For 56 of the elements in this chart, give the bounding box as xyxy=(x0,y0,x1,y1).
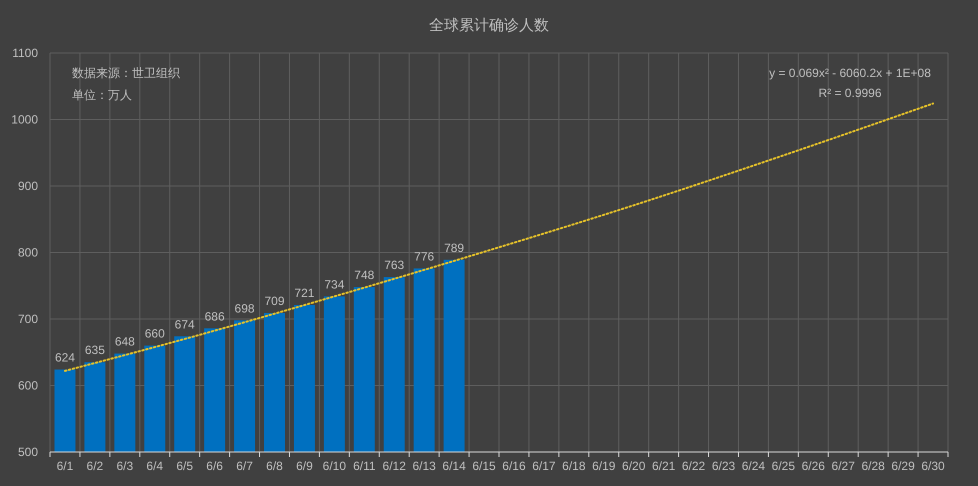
x-tick-label: 6/16 xyxy=(502,459,526,473)
x-tick-label: 6/22 xyxy=(682,459,706,473)
data-label: 698 xyxy=(234,301,255,316)
x-tick-label: 6/26 xyxy=(802,459,826,473)
x-tick-label: 6/24 xyxy=(742,459,766,473)
x-tick-label: 6/11 xyxy=(353,459,376,473)
x-tick-label: 6/4 xyxy=(146,459,164,473)
data-label: 635 xyxy=(84,343,106,358)
x-tick-label: 6/30 xyxy=(921,459,946,473)
x-tick-label: 6/9 xyxy=(296,459,314,473)
data-label: 648 xyxy=(114,334,136,349)
x-tick-label: 6/20 xyxy=(622,459,646,473)
y-tick-label: 600 xyxy=(18,378,38,392)
y-tick-label: 800 xyxy=(18,246,38,260)
annotation: R² = 0.9996 xyxy=(818,86,882,100)
data-label: 660 xyxy=(144,326,166,341)
x-tick-label: 6/3 xyxy=(116,459,134,473)
chart-title: 全球累计确诊人数 xyxy=(429,17,549,34)
data-label: 624 xyxy=(54,350,76,365)
x-tick-label: 6/1 xyxy=(56,459,74,473)
x-tick-label: 6/2 xyxy=(86,459,104,473)
x-tick-label: 6/28 xyxy=(861,459,886,473)
y-tick-label: 700 xyxy=(18,312,38,326)
x-tick-label: 6/29 xyxy=(891,459,916,473)
x-tick-label: 6/7 xyxy=(236,459,254,473)
data-label: 763 xyxy=(384,258,405,272)
data-label: 734 xyxy=(324,277,345,292)
x-tick-label: 6/21 xyxy=(652,459,676,473)
y-tick-label: 900 xyxy=(18,179,38,193)
x-tick-label: 6/5 xyxy=(176,459,194,473)
data-label: 709 xyxy=(264,294,285,308)
data-label: 748 xyxy=(354,268,375,282)
data-label: 686 xyxy=(204,309,225,324)
annotation: y = 0.069x² - 6060.2x + 1E+08 xyxy=(769,66,932,80)
x-tick-label: 6/25 xyxy=(772,459,796,473)
x-tick-label: 6/23 xyxy=(712,459,736,473)
y-tick-label: 500 xyxy=(18,445,38,459)
data-label: 789 xyxy=(444,240,464,255)
x-tick-label: 6/19 xyxy=(592,459,616,473)
x-tick-label: 6/18 xyxy=(562,459,586,473)
x-tick-label: 6/14 xyxy=(442,459,466,473)
x-tick-label: 6/13 xyxy=(412,459,436,473)
x-tick-label: 6/15 xyxy=(472,459,496,473)
annotation: 数据来源：世卫组织 xyxy=(72,66,180,80)
data-label: 721 xyxy=(294,286,315,300)
y-tick-label: 1100 xyxy=(12,46,38,60)
x-tick-label: 6/17 xyxy=(532,459,556,473)
annotation: 单位：万人 xyxy=(72,88,132,102)
x-tick-label: 6/27 xyxy=(832,459,856,473)
data-label: 776 xyxy=(414,249,434,264)
x-tick-label: 6/12 xyxy=(382,459,406,473)
x-tick-label: 6/10 xyxy=(322,459,346,473)
x-tick-label: 6/6 xyxy=(206,459,224,473)
y-tick-label: 1000 xyxy=(11,112,38,126)
x-tick-label: 6/8 xyxy=(266,459,284,473)
data-label: 674 xyxy=(174,317,196,332)
